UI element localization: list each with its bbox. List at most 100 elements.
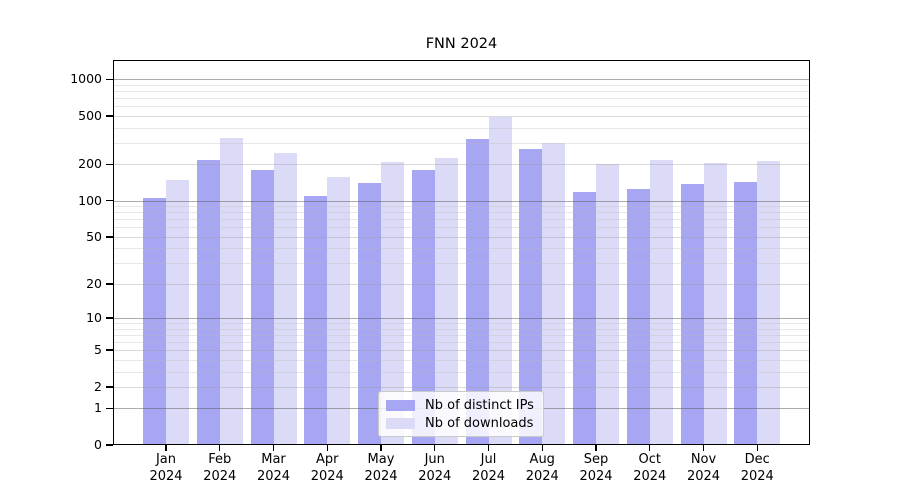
gridline-minor [113,212,810,214]
gridline-minor [113,323,810,325]
x-tick-mark [380,445,382,451]
x-tick-mark [702,445,705,451]
gridline-labeled [113,164,810,166]
x-tick-mark [326,445,328,451]
bar-downloads-jul [488,116,512,445]
y-tick-mark [106,78,113,80]
gridline-minor [113,371,810,373]
y-tick-mark [106,283,113,285]
y-tick-label: 200 [78,156,102,172]
legend-swatch-distinct-ips [386,399,415,411]
x-tick-mark [756,445,758,451]
bar-downloads-sep [596,164,619,445]
bar-downloads-jan [166,180,189,445]
y-tick-mark [106,163,113,165]
x-tick-mark [272,445,275,451]
y-tick-label: 5 [94,342,102,358]
y-tick-label: 2 [94,378,102,394]
y-tick-mark [106,407,113,409]
bar-downloads-oct [649,159,673,445]
bar-distinct-ips-dec [734,181,758,445]
y-tick-label: 50 [86,228,102,244]
gridline-major [113,318,810,320]
x-tick-label-jun: Jun 2024 [418,452,452,484]
bar-downloads-dec [757,160,781,445]
bar-distinct-ips-nov [680,183,704,445]
bar-distinct-ips-jun [411,169,435,445]
bar-distinct-ips-apr [304,195,328,445]
bar-downloads-aug [542,142,566,445]
bar-downloads-mar [273,152,297,445]
bar-downloads-may [381,162,404,445]
gridline-major [113,79,810,81]
bar-downloads-feb [219,137,243,445]
legend-swatch-downloads [386,417,415,429]
gridline-labeled [113,115,810,117]
chart-title: FNN 2024 [425,36,498,52]
gridline-minor [113,248,810,250]
legend-item-downloads: Nb of downloads [386,416,543,431]
bar-distinct-ips-mar [250,169,274,445]
gridline-labeled [113,236,810,238]
gridline-minor [113,98,810,100]
x-tick-mark [434,445,436,451]
x-tick-label-jan: Jan 2024 [149,452,183,484]
gridline-minor [113,106,810,108]
gridline-minor [113,219,810,221]
x-tick-label-apr: Apr 2024 [310,452,344,484]
legend-label-downloads: Nb of downloads [425,415,534,431]
y-tick-mark [106,236,113,238]
x-tick-mark [595,445,597,451]
y-tick-label: 20 [86,275,102,291]
y-tick-mark [106,199,113,202]
x-tick-mark [487,445,490,451]
gridline-labeled [113,386,810,388]
bar-distinct-ips-jul [465,139,489,445]
y-tick-mark [106,444,113,446]
bar-distinct-ips-feb [196,160,220,445]
x-tick-mark [541,445,543,451]
x-tick-mark [649,445,651,451]
x-tick-label-nov: Nov 2024 [686,452,721,484]
gridline-minor [113,91,810,93]
gridline-minor [113,142,810,144]
y-tick-label: 100 [78,192,102,208]
gridline-labeled [113,283,810,285]
x-tick-label-sep: Sep 2024 [579,452,613,484]
y-tick-label: 500 [78,107,102,123]
bar-distinct-ips-oct [626,188,650,445]
y-tick-label: 1000 [70,71,102,87]
legend: Nb of distinct IPs Nb of downloads [378,391,544,437]
legend-label-distinct-ips: Nb of distinct IPs [425,397,534,413]
x-tick-mark [219,445,221,451]
y-tick-mark [106,349,113,351]
bar-downloads-jun [434,157,458,445]
bar-distinct-ips-may [358,183,381,445]
x-tick-label-oct: Oct 2024 [633,452,667,484]
x-tick-mark [165,445,167,451]
gridline-minor [113,127,810,129]
bar-downloads-nov [703,162,727,445]
gridline-minor [113,334,810,336]
x-tick-label-mar: Mar 2024 [256,452,291,484]
y-tick-mark [106,317,113,319]
bar-downloads-apr [327,176,351,445]
gridline-minor [113,227,810,229]
gridline-minor [113,84,810,86]
gridline-minor [113,206,810,208]
y-tick-label: 1 [94,400,102,416]
y-tick-mark [106,115,113,117]
y-tick-label: 0 [94,437,102,452]
x-tick-label-may: May 2024 [364,452,398,484]
x-tick-label-jul: Jul 2024 [471,452,506,484]
x-tick-label-aug: Aug 2024 [525,452,559,484]
gridline-minor [113,341,810,343]
gridline-minor [113,263,810,265]
gridline-minor [113,359,810,361]
bar-distinct-ips-aug [519,149,543,445]
gridline-labeled [113,350,810,352]
x-tick-label-feb: Feb 2024 [203,452,237,484]
x-tick-label-dec: Dec 2024 [740,452,774,484]
y-tick-mark [106,386,113,388]
